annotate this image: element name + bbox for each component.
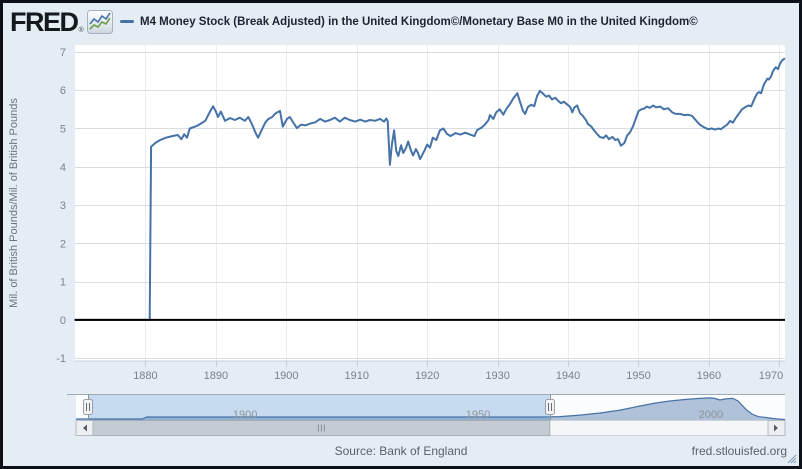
x-tick-label: 1940 — [556, 370, 580, 382]
navigator-selected-range[interactable] — [88, 394, 550, 420]
source-note: Source: Bank of England — [334, 444, 468, 458]
navigator-right-handle[interactable] — [545, 399, 555, 415]
y-tick-label: 7 — [60, 47, 66, 59]
navigator-area — [76, 397, 785, 420]
x-tick-label: 1950 — [626, 370, 650, 382]
x-tick-label: 1960 — [697, 370, 721, 382]
series-legend-item[interactable]: M4 Money Stock (Break Adjusted) in the U… — [120, 3, 698, 40]
plot-area[interactable] — [75, 45, 785, 361]
x-tick-label: 1910 — [345, 370, 369, 382]
legend-series-label: M4 Money Stock (Break Adjusted) in the U… — [140, 15, 698, 28]
y-tick-label: 1 — [60, 277, 66, 289]
navigator-year-label: 1950 — [466, 409, 490, 421]
fred-logo-text: FRED — [10, 7, 79, 37]
x-tick-label: 1900 — [274, 370, 298, 382]
x-tick-label: 1970 — [759, 370, 783, 382]
y-tick-label: 0 — [60, 315, 66, 327]
chart-canvas: 1880 1890 1900 1910 1920 1930 1940 1950 1960 1970… — [8, 45, 786, 436]
y-tick-label: 4 — [60, 162, 66, 174]
navigator-area-outline — [76, 397, 786, 421]
x-tick-label: 1920 — [415, 370, 439, 382]
fred-logo[interactable]: FRED ® — [10, 7, 113, 37]
navigator-year-label: 1900 — [233, 409, 257, 421]
y-tick-label: 3 — [60, 200, 66, 212]
navigator-left-handle[interactable] — [83, 399, 93, 415]
navigator-year-label: 2000 — [699, 409, 723, 421]
x-tick-label: 1880 — [133, 370, 157, 382]
series-line — [74, 57, 786, 321]
fred-sparkline-icon — [86, 10, 113, 34]
scrollbar-right-arrow-icon — [774, 424, 778, 432]
chart-frame: FRED ® M4 Money Stock (Break Adjusted) in… — [3, 3, 799, 466]
scrollbar-left-arrow-icon — [83, 424, 87, 432]
y-axis-title: Mil. of British Pounds/Mil. of British P… — [8, 98, 20, 308]
y-tick-label: 6 — [60, 85, 66, 97]
legend-line-swatch — [120, 20, 134, 23]
y-tick-label: -1 — [56, 353, 66, 365]
x-tick-label: 1930 — [485, 370, 509, 382]
x-tick-label: 1890 — [204, 370, 228, 382]
y-tick-label: 2 — [60, 238, 66, 250]
resize-grip[interactable] — [787, 454, 797, 464]
fred-site-link[interactable]: fred.stlouisfed.org — [691, 444, 787, 458]
y-tick-label: 5 — [60, 123, 66, 135]
registered-trademark: ® — [78, 27, 84, 34]
